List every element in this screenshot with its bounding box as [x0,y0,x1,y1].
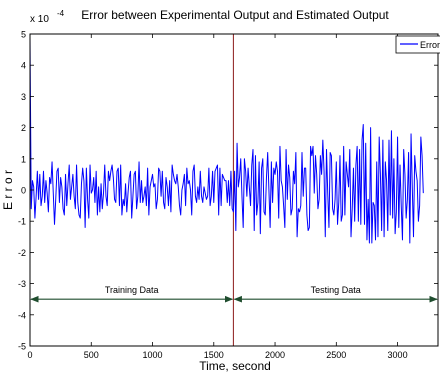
y-tick-label: 0 [21,186,26,196]
x-tick-label: 3000 [388,350,408,360]
y-tick-label: -2 [18,248,26,258]
y-axis-label: E r r o r [1,170,15,210]
y-exponent-label: x 10 -4 [30,9,65,25]
x-tick-label: 1500 [204,350,224,360]
y-tick-label: 2 [21,123,26,133]
plot-area [29,34,424,346]
y-axis: -5 -4 -3 -2 -1 0 1 2 3 4 5 [18,30,438,352]
y-tick-label: 1 [21,154,26,164]
annotations: Training Data Testing Data [30,285,438,303]
x-axis-label: Time, second [199,359,271,373]
x-tick-label: 500 [84,350,99,360]
legend: Error [395,35,440,54]
annotation-testing-data: Testing Data [311,285,361,295]
y-tick-label: -4 [18,310,26,320]
y-tick-label: -3 [18,279,26,289]
x-tick-label: 0 [27,350,32,360]
annotation-training-data: Training Data [105,285,159,295]
y-tick-label: 3 [21,92,26,102]
y-tick-label: 4 [21,61,26,71]
y-tick-label: -5 [18,342,26,352]
chart-title: Error between Experimental Output and Es… [81,8,389,22]
x-tick-label: 2500 [326,350,346,360]
y-multiplier: x 10 [30,14,49,25]
y-exponent: -4 [57,9,65,18]
x-tick-label: 1000 [143,350,163,360]
y-tick-label: 5 [21,30,26,40]
x-tick-label: 2000 [265,350,285,360]
legend-entry-error: Error [420,40,440,50]
series-line-error [29,37,424,244]
plot-frame [29,33,439,347]
x-axis: 0 500 1000 1500 2000 2500 3000 [27,34,408,360]
y-tick-label: -1 [18,217,26,227]
